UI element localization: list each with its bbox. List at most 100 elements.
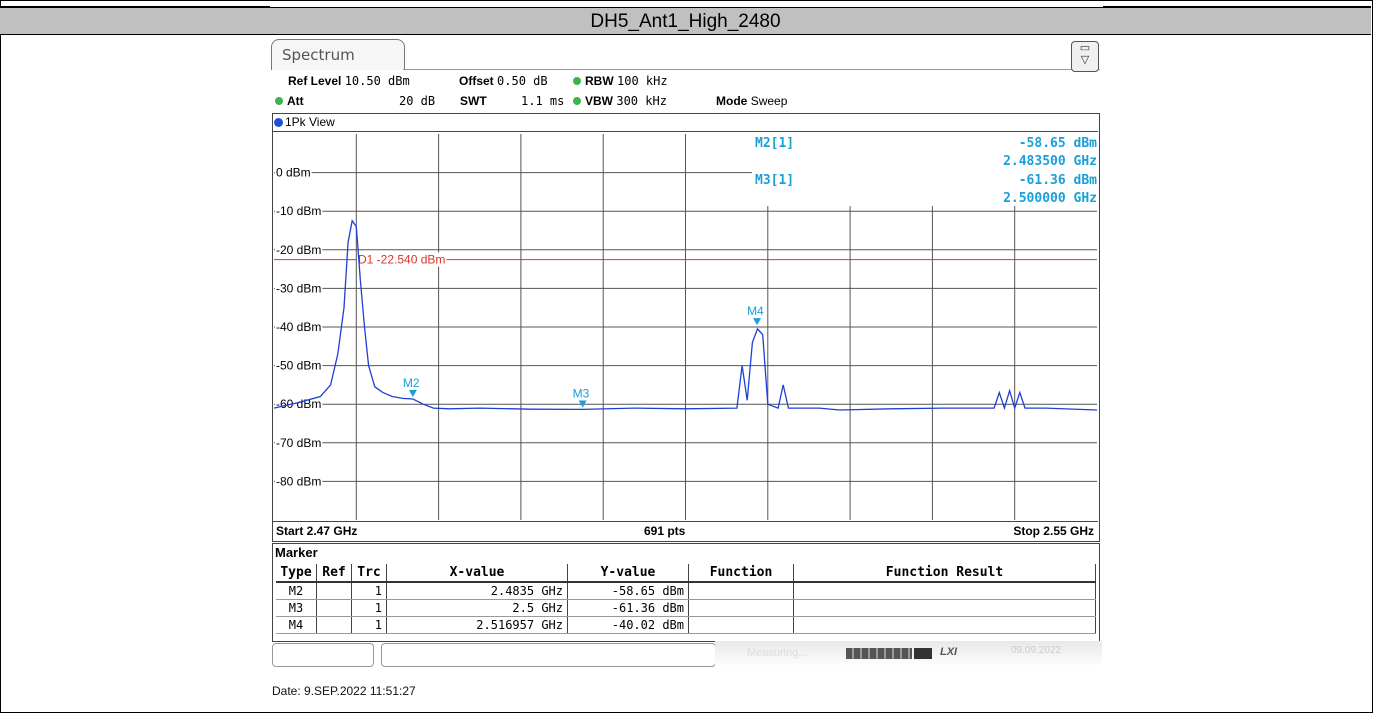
vbw-value: 300 kHz — [616, 94, 667, 108]
y-tick-label: -20 dBm — [276, 243, 321, 257]
y-tick-label-bg — [275, 204, 323, 219]
offset-label: Offset — [459, 74, 494, 88]
sweep-status-row: Start 2.47 GHz 691 pts Stop 2.55 GHz — [272, 521, 1098, 540]
col-ref: Ref — [316, 564, 352, 583]
rbw-status-icon — [573, 77, 581, 85]
readout-m2-freq: 2.483500 GHz — [1003, 154, 1097, 169]
y-tick-label: -70 dBm — [276, 436, 321, 450]
y-tick-label-bg — [275, 435, 323, 450]
cell-y-value: -40.02 dBm — [567, 616, 689, 634]
y-tick-label-bg — [275, 474, 323, 489]
col-x-value: X-value — [386, 564, 568, 583]
tab-spectrum-label: Spectrum — [282, 46, 355, 64]
cell-function — [688, 582, 794, 600]
att: Att — [275, 94, 304, 108]
report-title: DH5_Ant1_High_2480 — [590, 11, 781, 32]
table-row[interactable]: M4 1 2.516957 GHz -40.02 dBm — [276, 616, 1096, 634]
cell-y-value: -61.36 dBm — [567, 599, 689, 617]
cell-x-value: 2.4835 GHz — [386, 582, 568, 600]
readout-m3-label: M3[1] — [755, 173, 794, 188]
cell-type: M4 — [276, 616, 317, 634]
swt-value: 1.1 ms — [521, 94, 565, 108]
cell-function-result — [793, 599, 1096, 617]
mode-value: Sweep — [750, 94, 788, 108]
cell-trc: 1 — [351, 582, 387, 600]
lxi-icon: LXI — [940, 646, 958, 658]
marker-label-m3: M3 — [573, 386, 590, 400]
cell-function-result — [793, 582, 1096, 600]
marker-table-title: Marker — [275, 545, 318, 560]
cell-ref — [316, 582, 352, 600]
readout-m3-level: -61.36 dBm — [1019, 173, 1097, 188]
cell-type: M3 — [276, 599, 317, 617]
y-tick-label: 0 dBm — [276, 166, 311, 180]
view-header: 1Pk View — [274, 115, 335, 129]
footer-date: Date: 9.SEP.2022 11:51:27 — [272, 684, 416, 698]
readout-m2-level: -58.65 dBm — [1019, 136, 1097, 151]
points-count: 691 pts — [644, 524, 686, 538]
cell-x-value: 2.516957 GHz — [386, 616, 568, 634]
mode-label: Mode — [716, 94, 748, 108]
offset: Offset 0.50 dB — [459, 74, 548, 88]
y-tick-label: -30 dBm — [276, 281, 321, 295]
display-line-label-bg — [357, 252, 447, 267]
cell-y-value: -58.65 dBm — [567, 582, 689, 600]
att-label: Att — [287, 94, 304, 108]
stop-frequency: Stop 2.55 GHz — [1013, 524, 1094, 538]
trace-line — [273, 219, 1098, 411]
report-title-bar: DH5_Ant1_High_2480 — [0, 7, 1371, 35]
progress-bar-end — [914, 648, 932, 659]
softkey-left[interactable] — [272, 643, 374, 667]
y-tick-label-bg — [275, 358, 323, 373]
status-date: 09.09.2022 — [1011, 645, 1062, 656]
rbw: RBW 100 kHz — [573, 74, 668, 88]
rbw-label: RBW — [585, 74, 614, 88]
marker-table: Type Ref Trc X-value Y-value Function Fu… — [276, 564, 1096, 634]
marker-m3 — [578, 400, 587, 408]
cell-function-result — [793, 616, 1096, 634]
ref-level-value: 10.50 dBm — [344, 74, 410, 88]
marker-label-m2: M2 — [403, 376, 420, 390]
att-value: 20 dB — [399, 94, 436, 108]
col-type: Type — [276, 564, 317, 583]
ref-level-label: Ref Level — [288, 74, 342, 88]
table-row[interactable]: M3 1 2.5 GHz -61.36 dBm — [276, 599, 1096, 617]
tab-spectrum[interactable]: Spectrum — [271, 39, 405, 70]
softkey-input-field[interactable] — [381, 643, 716, 667]
view-header-divider — [273, 131, 1098, 132]
y-tick-label-bg — [275, 242, 323, 257]
table-row[interactable]: M2 1 2.4835 GHz -58.65 dBm — [276, 582, 1096, 600]
display-line-label: D1 -22.540 dBm — [358, 253, 445, 267]
y-tick-label: -50 dBm — [276, 359, 321, 373]
col-y-value: Y-value — [567, 564, 689, 583]
y-tick-label: -40 dBm — [276, 320, 321, 334]
y-tick-label-bg — [275, 281, 323, 296]
cell-type: M2 — [276, 582, 317, 600]
marker-table-header: Type Ref Trc X-value Y-value Function Fu… — [276, 564, 1096, 583]
cell-ref — [316, 616, 352, 634]
mode: Mode Sweep — [716, 94, 787, 108]
menu-dropdown-icon[interactable]: ▭ ▽ — [1071, 41, 1099, 72]
cell-trc: 1 — [351, 599, 387, 617]
readout-m3-freq: 2.500000 GHz — [1003, 191, 1097, 206]
cell-ref — [316, 599, 352, 617]
ref-level: Ref Level 10.50 dBm — [288, 74, 410, 88]
cell-function — [688, 616, 794, 634]
rbw-value: 100 kHz — [617, 74, 668, 88]
offset-value: 0.50 dB — [497, 74, 548, 88]
cell-function — [688, 599, 794, 617]
cell-x-value: 2.5 GHz — [386, 599, 568, 617]
vbw: VBW 300 kHz — [573, 94, 667, 108]
y-tick-label-bg — [275, 397, 323, 412]
att-status-icon — [275, 97, 283, 105]
tab-underline — [403, 69, 1100, 70]
vbw-status-icon — [573, 97, 581, 105]
col-function-result: Function Result — [793, 564, 1096, 583]
top-rule-left — [0, 0, 270, 7]
marker-label-m4: M4 — [747, 304, 764, 318]
swt-label: SWT — [460, 94, 487, 108]
y-tick-label: -80 dBm — [276, 474, 321, 488]
marker-m2 — [408, 389, 417, 397]
marker-m4 — [753, 318, 762, 326]
